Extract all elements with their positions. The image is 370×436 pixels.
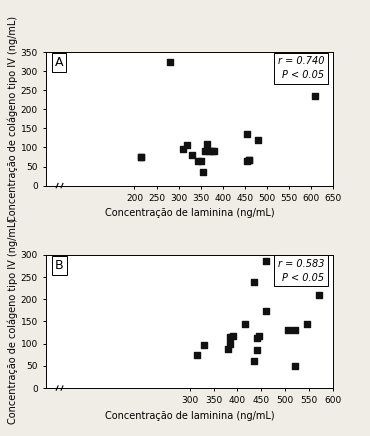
Point — [263, 308, 269, 315]
Point — [312, 92, 318, 99]
Point — [200, 169, 206, 176]
Point — [256, 333, 262, 340]
Point — [251, 279, 257, 286]
Point — [198, 157, 204, 164]
Point — [251, 358, 257, 365]
Text: r = 0.583
P < 0.05: r = 0.583 P < 0.05 — [278, 259, 324, 283]
Y-axis label: Concentração de colágeno tipo IV (ng/mL): Concentração de colágeno tipo IV (ng/mL) — [7, 218, 18, 425]
X-axis label: Concentração de laminina (ng/mL): Concentração de laminina (ng/mL) — [105, 411, 275, 421]
Point — [263, 258, 269, 265]
Point — [244, 157, 250, 164]
Point — [138, 153, 144, 160]
Point — [253, 347, 259, 354]
Point — [209, 147, 215, 154]
Point — [246, 156, 252, 163]
Point — [227, 340, 233, 347]
Point — [292, 327, 298, 334]
Text: A: A — [55, 56, 63, 69]
Point — [316, 291, 322, 298]
Text: B: B — [55, 259, 64, 272]
Point — [244, 131, 250, 138]
Point — [227, 334, 233, 341]
Point — [211, 148, 217, 155]
Point — [304, 320, 310, 327]
Point — [225, 346, 231, 353]
Y-axis label: Concentração de colágeno tipo IV (ng/mL): Concentração de colágeno tipo IV (ng/mL) — [7, 16, 18, 222]
Point — [292, 362, 298, 369]
Point — [167, 58, 173, 65]
Point — [206, 148, 212, 155]
Point — [138, 153, 144, 160]
Point — [202, 148, 208, 155]
Point — [285, 327, 290, 334]
Point — [204, 140, 210, 147]
Point — [189, 152, 195, 159]
Point — [195, 157, 201, 164]
Point — [180, 146, 186, 153]
Point — [194, 351, 200, 358]
Point — [185, 141, 191, 148]
Text: r = 0.740
P < 0.05: r = 0.740 P < 0.05 — [278, 56, 324, 80]
Point — [201, 341, 207, 348]
Point — [255, 136, 261, 143]
Point — [246, 156, 252, 163]
Point — [230, 333, 236, 340]
Point — [242, 320, 248, 327]
X-axis label: Concentração de laminina (ng/mL): Concentração de laminina (ng/mL) — [105, 208, 275, 218]
Point — [253, 334, 259, 341]
